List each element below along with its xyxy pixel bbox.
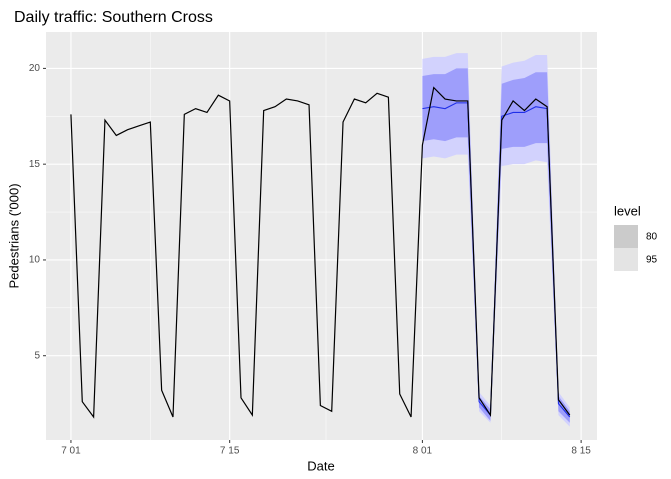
x-tick-label: 7 15	[220, 446, 240, 457]
y-tick-label: 20	[29, 63, 41, 74]
x-axis-title: Date	[307, 458, 334, 473]
legend-key	[614, 248, 638, 271]
interval-band	[422, 68, 570, 423]
x-tick-label: 8 15	[571, 446, 591, 457]
legend-label: 80	[646, 232, 658, 243]
y-tick-label: 5	[34, 350, 40, 361]
legend-key	[614, 225, 638, 248]
y-tick-label: 10	[29, 255, 41, 266]
y-tick-label: 15	[29, 159, 41, 170]
y-axis-title: Pedestrians ('000)	[6, 183, 21, 288]
chart-title: Daily traffic: Southern Cross	[14, 9, 213, 26]
legend-title: level	[614, 203, 641, 218]
observed-line	[70, 86, 571, 419]
x-tick-label: 7 01	[61, 446, 81, 457]
legend-label: 95	[646, 255, 658, 266]
x-tick-label: 8 01	[413, 446, 433, 457]
interval-band	[422, 53, 570, 427]
